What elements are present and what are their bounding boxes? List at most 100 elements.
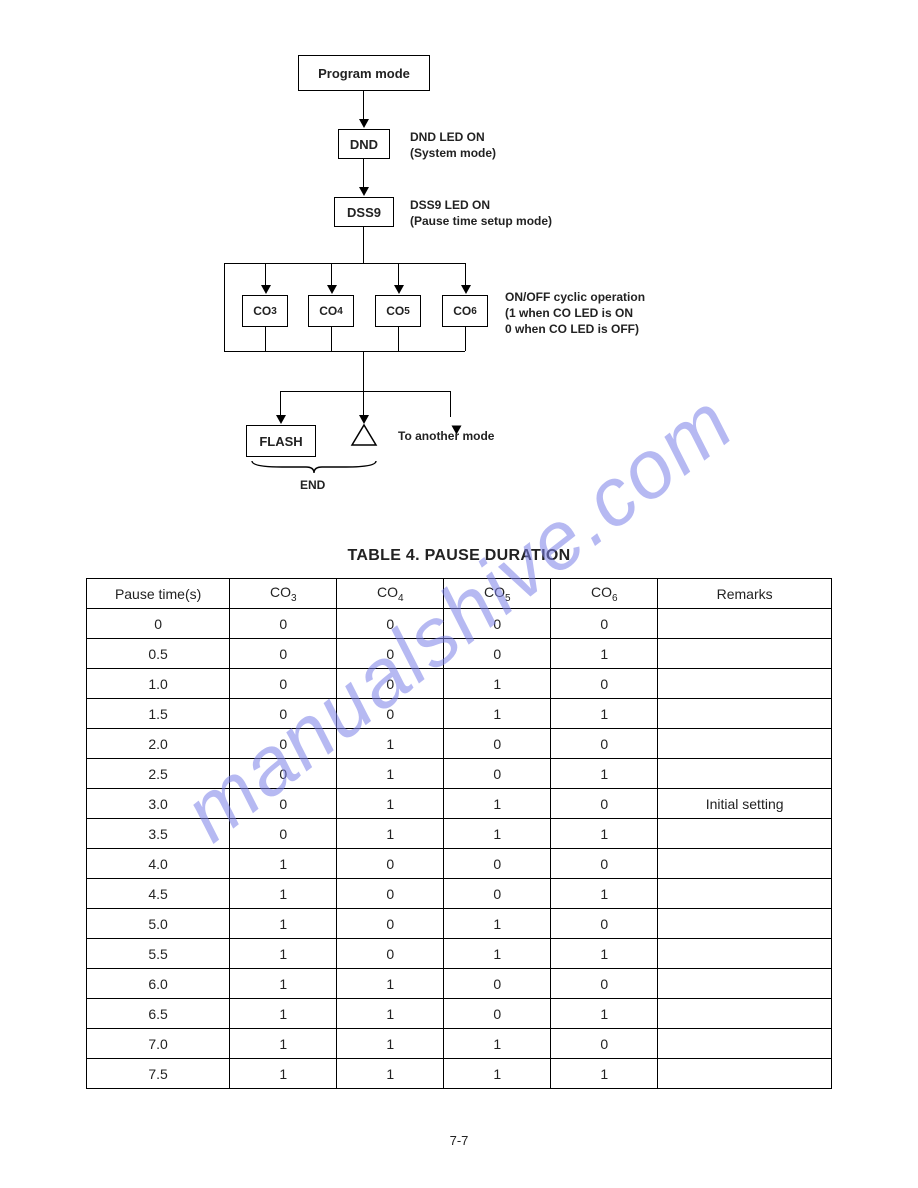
- table-cell: 0: [337, 939, 444, 969]
- connector: [450, 391, 451, 417]
- col-co4: CO4: [337, 579, 444, 609]
- table-row: 2.00100: [87, 729, 832, 759]
- table-cell: 0: [551, 969, 658, 999]
- table-cell: 1: [337, 759, 444, 789]
- table-cell: [658, 999, 832, 1029]
- table-cell: 1: [551, 819, 658, 849]
- table-row: 7.51111: [87, 1059, 832, 1089]
- node-flash: FLASH: [246, 425, 316, 457]
- table-cell: 1: [337, 1029, 444, 1059]
- col-co6: CO6: [551, 579, 658, 609]
- connector: [398, 327, 399, 351]
- table-cell: 0: [337, 849, 444, 879]
- label-dnd-side: DND LED ON (System mode): [410, 129, 496, 161]
- table-row: 5.51011: [87, 939, 832, 969]
- table-cell: 0: [551, 669, 658, 699]
- table-cell: 7.0: [87, 1029, 230, 1059]
- table-cell: 1: [337, 789, 444, 819]
- node-co3: CO3: [242, 295, 288, 327]
- arrow-icon: [359, 187, 369, 196]
- table-cell: [658, 729, 832, 759]
- table-cell: 0: [230, 669, 337, 699]
- col-co6-sub: 6: [612, 592, 618, 603]
- table-row: 1.00010: [87, 669, 832, 699]
- table-cell: [658, 969, 832, 999]
- connector: [265, 263, 465, 264]
- table-header-row: Pause time(s) CO3 CO4 CO5 CO6 Remarks: [87, 579, 832, 609]
- connector: [363, 227, 364, 263]
- table-cell: [658, 849, 832, 879]
- table-row: 3.50111: [87, 819, 832, 849]
- brace-icon: [250, 459, 378, 477]
- table-cell: 1: [444, 909, 551, 939]
- table-cell: 1: [230, 999, 337, 1029]
- table-row: 6.51101: [87, 999, 832, 1029]
- table-cell: Initial setting: [658, 789, 832, 819]
- table-cell: 0: [87, 609, 230, 639]
- arrow-icon: [261, 285, 271, 294]
- table-cell: 0: [444, 759, 551, 789]
- co3-sub: 3: [271, 306, 277, 317]
- table-cell: 1: [444, 819, 551, 849]
- table-cell: 4.5: [87, 879, 230, 909]
- page: manualshive.com Program mode DND DND LED…: [0, 0, 918, 1188]
- co3-text: CO: [253, 304, 271, 318]
- table-cell: 0: [230, 729, 337, 759]
- table-cell: 0: [337, 669, 444, 699]
- table-cell: 5.5: [87, 939, 230, 969]
- table-cell: 6.5: [87, 999, 230, 1029]
- table-cell: 0: [444, 969, 551, 999]
- connector: [224, 263, 265, 264]
- table-cell: 3.0: [87, 789, 230, 819]
- table-cell: 4.0: [87, 849, 230, 879]
- table-cell: 1: [230, 1029, 337, 1059]
- connector: [363, 351, 364, 391]
- label-dss9-side: DSS9 LED ON (Pause time setup mode): [410, 197, 552, 229]
- label-end: END: [300, 477, 325, 493]
- table-cell: 0: [444, 729, 551, 759]
- col-co3-sub: 3: [291, 592, 297, 603]
- table-cell: 1: [444, 789, 551, 819]
- table-cell: 0: [230, 819, 337, 849]
- label-co-side: ON/OFF cyclic operation (1 when CO LED i…: [505, 289, 645, 338]
- table-cell: 0: [230, 759, 337, 789]
- table-cell: 1: [337, 1059, 444, 1089]
- table-cell: 1: [337, 999, 444, 1029]
- table-cell: [658, 939, 832, 969]
- table-cell: 0: [230, 639, 337, 669]
- col-co5-sub: 5: [505, 592, 511, 603]
- triangle-icon: [350, 423, 378, 447]
- table-cell: 1: [444, 1059, 551, 1089]
- table-cell: 0: [444, 609, 551, 639]
- table-cell: 0: [551, 609, 658, 639]
- table-cell: 0: [551, 909, 658, 939]
- table-row: 1.50011: [87, 699, 832, 729]
- arrow-icon: [276, 415, 286, 424]
- table-cell: 0: [230, 609, 337, 639]
- col-remarks: Remarks: [658, 579, 832, 609]
- node-dss9: DSS9: [334, 197, 394, 227]
- table-cell: 1: [551, 699, 658, 729]
- table-cell: 0: [551, 849, 658, 879]
- table-cell: 1: [230, 939, 337, 969]
- connector: [465, 263, 466, 287]
- table-row: 7.01110: [87, 1029, 832, 1059]
- co4-sub: 4: [337, 306, 343, 317]
- table-cell: 1: [551, 1059, 658, 1089]
- table-cell: 1: [444, 669, 551, 699]
- col-co5: CO5: [444, 579, 551, 609]
- co6-sub: 6: [471, 306, 477, 317]
- connector: [398, 263, 399, 287]
- table-cell: 5.0: [87, 909, 230, 939]
- table-cell: 1.0: [87, 669, 230, 699]
- table-row: 2.50101: [87, 759, 832, 789]
- table-cell: [658, 879, 832, 909]
- connector: [265, 327, 266, 351]
- table-row: 5.01010: [87, 909, 832, 939]
- table-cell: 1: [551, 939, 658, 969]
- table-cell: 0: [444, 849, 551, 879]
- table-cell: [658, 639, 832, 669]
- col-pause-time: Pause time(s): [87, 579, 230, 609]
- table-cell: [658, 1029, 832, 1059]
- table-cell: 7.5: [87, 1059, 230, 1089]
